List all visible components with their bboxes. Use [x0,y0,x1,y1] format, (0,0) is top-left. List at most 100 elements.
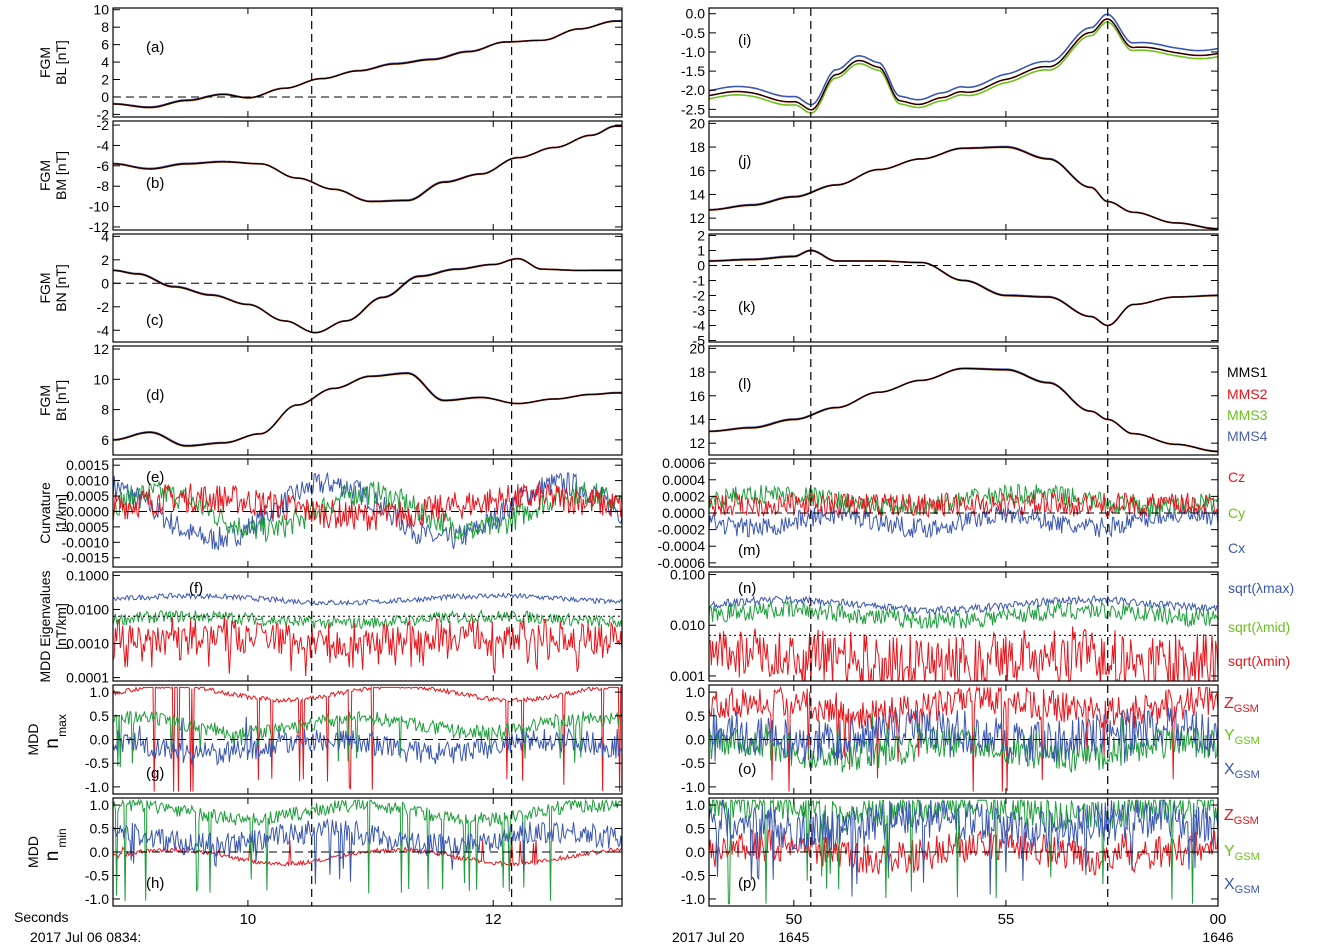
y-tick-label: 12 [689,435,705,451]
y-axis-title: MDD Eigenvalues [37,570,53,682]
y-tick-label: 0.0004 [662,472,705,488]
series-line-p-2 [709,799,1218,897]
series-line-l-2 [709,367,1218,453]
y-tick-label: -1.0 [85,891,109,907]
y-tick-label: 8 [101,402,109,418]
series-line-e-0 [113,472,622,551]
y-axis-title: FGM [37,272,53,303]
y-tick-label: -4 [97,137,110,153]
panel-label-f: (f) [189,580,203,597]
side-legend-entry: Cy [1228,505,1245,521]
series-line-o-0 [709,685,1218,792]
panel-label-b: (b) [146,175,164,192]
panel-m: -0.0006-0.0004-0.00020.00000.00020.00040… [658,455,1219,571]
series-line-f-1 [113,609,622,630]
y-tick-label: -8 [97,178,110,194]
gsm-legend-subscript: GSM [1234,815,1259,827]
y-tick-label: 0.1000 [66,567,109,583]
y-tick-label: -1.0 [85,779,109,795]
panel-label-k: (k) [738,299,756,316]
y-tick-label: -2 [693,288,706,304]
y-tick-label: 0.0001 [66,670,109,686]
y-tick-label: 0.0100 [66,601,109,617]
date-label-right: 2017 Jul 20 [672,929,745,945]
panel-frame [112,120,623,231]
y-tick-label: -4 [97,322,110,338]
panel-frame [708,345,1219,456]
y-tick-label: 14 [689,411,705,427]
series-line-h-1 [113,798,622,902]
panel-c: -4 -2 0 2 4 (c) FGM BN [nT] [37,228,623,343]
series-line-n-2 [709,626,1218,681]
y-tick-label: 0.5 [686,708,706,724]
panel-frame [708,7,1219,118]
y-tick-label: 20 [689,115,705,131]
legend-mms2: MMS2 [1227,386,1268,402]
y-tick-label: 1 [697,243,705,259]
y-axis-title: FGM [37,47,53,78]
panel-label-p: (p) [738,875,756,892]
series-line-i-0 [709,13,1218,106]
y-tick-label: -0.0015 [62,550,110,566]
panel-p: -1.0 -0.5 0.0 0.5 1.0 (p) [681,797,1219,907]
date-label-left: 2017 Jul 06 0834: [30,929,141,945]
y-tick-label: -0.5 [85,867,109,883]
plot-area-l [709,367,1218,453]
panel-frame [112,458,623,568]
y-tick-label: 0.010 [670,617,705,633]
y-axis-title: Bt [nT] [53,380,69,421]
x-tick-label: 55 [998,911,1015,928]
panel-e: -0.0015-0.0010-0.00050.00000.00050.00100… [37,457,623,568]
series-line-e-2 [113,483,622,531]
y-tick-label: 0.0010 [66,636,109,652]
series-line-j-0 [709,145,1218,230]
y-tick-label: 0.0 [90,732,110,748]
y-axis-title: [1/km] [53,494,69,532]
series-line-d-3 [113,372,622,447]
y-tick-label: -5 [693,333,706,349]
plot-area-h [113,798,622,902]
panel-j: 12 14 16 18 20 (j) [689,115,1219,231]
panel-label-i: (i) [738,32,751,49]
series-line-m-2 [709,491,1218,518]
y-tick-label: 0.0 [90,844,110,860]
panel-label-d: (d) [146,387,164,404]
y-axis-title: FGM [37,385,53,416]
y-tick-label: 0.0000 [662,505,705,521]
y-axis-symbol: n [42,738,63,749]
legend-mms4: MMS4 [1227,428,1268,444]
panel-label-e: (e) [146,469,164,486]
gsm-legend-entry: ZGSM [1224,695,1259,715]
y-tick-label: -0.0005 [62,519,110,535]
panel-label-g: (g) [146,765,164,782]
series-line-a-0 [113,19,622,108]
series-line-o-2 [709,707,1218,767]
y-tick-label: 4 [101,54,109,70]
series-line-a-3 [113,20,622,108]
series-line-f-0 [113,591,622,607]
series-line-f-2 [113,617,622,677]
y-tick-label: 0 [101,275,109,291]
series-line-k-1 [709,249,1218,327]
y-tick-label: 10 [93,371,109,387]
y-tick-label: 12 [689,210,705,226]
series-line-h-0 [113,839,622,868]
y-tick-label: 2 [697,228,705,244]
series-line-d-2 [113,372,622,447]
y-axis-subscript: max [55,714,69,737]
y-tick-label: 10 [93,2,109,18]
gsm-legend-subscript: GSM [1235,769,1260,781]
series-line-g-2 [113,716,622,766]
y-tick-label: -0.5 [681,867,705,883]
y-tick-label: 0 [697,258,705,274]
x-tick-sublabel: 1646 [1202,929,1233,945]
plot-area-i [709,13,1218,114]
gsm-legend-entry: ZGSM [1224,807,1259,827]
y-tick-label: 0 [101,89,109,105]
panel-n: 0.001 0.010 0.100 (n) [670,567,1219,684]
y-tick-label: 1.0 [90,684,110,700]
x-tick-label: 00 [1210,911,1227,928]
y-tick-label: -1 [693,273,706,289]
y-axis-title: MDD [25,724,41,756]
